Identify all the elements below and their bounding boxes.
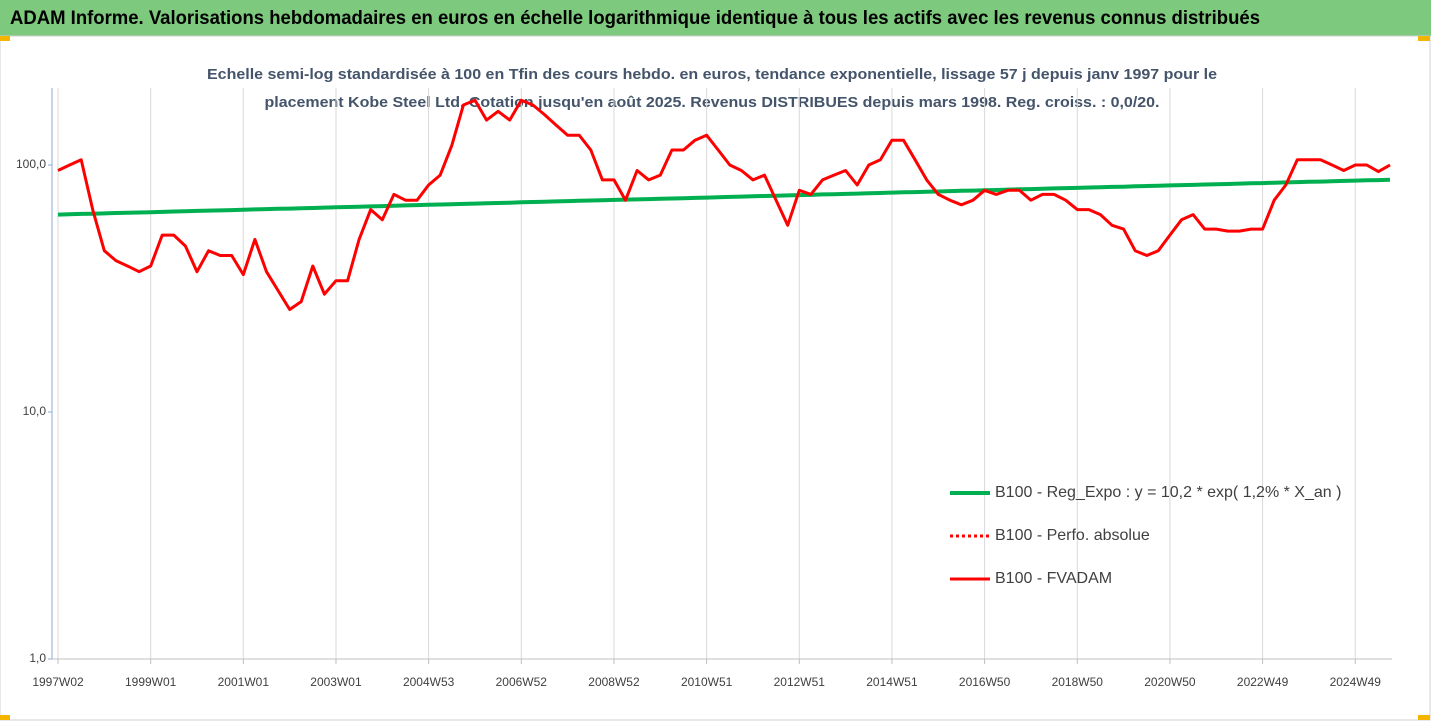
legend-label: B100 - FVADAM: [995, 570, 1112, 587]
corner: [0, 36, 10, 41]
y-tick-label: 1,0: [29, 651, 46, 665]
x-tick-label: 2018W50: [1052, 675, 1104, 689]
series-line: [57, 177, 1391, 217]
header-band: [0, 0, 1431, 36]
x-tick-label: 2022W49: [1237, 675, 1289, 689]
x-tick-label: 1997W02: [32, 675, 84, 689]
x-tick-label: 2003W01: [310, 675, 362, 689]
chart-title: ADAM Informe. Valorisations hebdomadaire…: [10, 8, 1260, 29]
x-tick-label: 2020W50: [1144, 675, 1196, 689]
x-tick-label: 2024W49: [1330, 675, 1382, 689]
series-line: [57, 98, 1391, 311]
x-tick-label: 2008W52: [588, 675, 640, 689]
x-tick-label: 2012W51: [774, 675, 826, 689]
x-tick-label: 2016W50: [959, 675, 1011, 689]
x-tick-label: 2014W51: [866, 675, 918, 689]
legend-label: B100 - Perfo. absolue: [995, 527, 1150, 544]
x-tick-label: 1999W01: [125, 675, 177, 689]
x-tick-label: 2004W53: [403, 675, 455, 689]
subtitle: Echelle semi-log standardisée à 100 en T…: [207, 66, 1217, 83]
x-tick-label: 2001W01: [218, 675, 270, 689]
subtitle: placement Kobe Steel Ltd. Cotation jusqu…: [265, 94, 1160, 111]
corner: [1418, 36, 1430, 41]
x-tick-label: 2010W51: [681, 675, 733, 689]
corner: [0, 715, 10, 720]
x-tick-label: 2006W52: [496, 675, 548, 689]
y-tick-label: 100,0: [16, 157, 46, 171]
corner: [1418, 715, 1430, 720]
chart-frame: [0, 35, 1431, 721]
legend-label: B100 - Reg_Expo : y = 10,2 * exp( 1,2% *…: [995, 484, 1341, 501]
y-tick-label: 10,0: [23, 404, 47, 418]
